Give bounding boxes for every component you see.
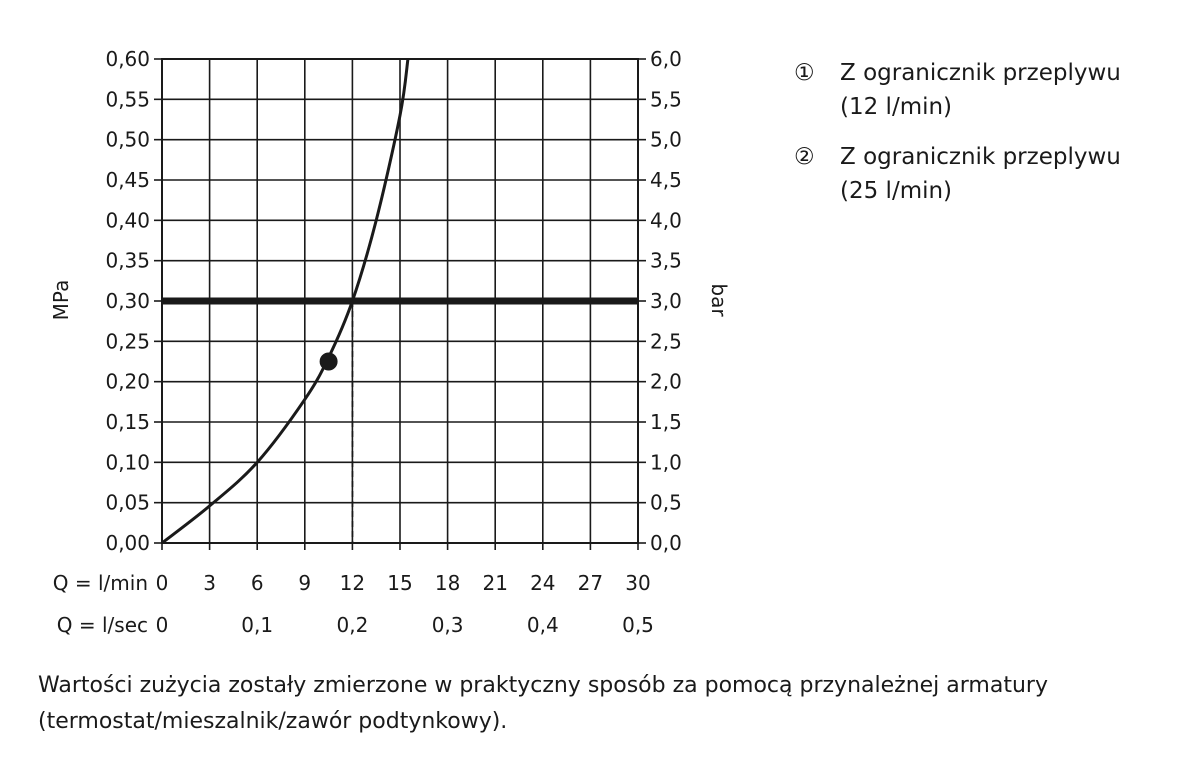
x-tick-label: 0,5 bbox=[622, 613, 654, 637]
data-point-marker bbox=[319, 352, 338, 371]
flow-pressure-chart: 0,000,050,100,150,200,250,300,350,400,45… bbox=[49, 47, 731, 637]
legend-number: ① bbox=[794, 60, 815, 86]
y-tick-label-left: 0,60 bbox=[105, 47, 150, 71]
x-axis-row-label: Q = l/min bbox=[53, 571, 148, 595]
y-axis-label-right: bar bbox=[707, 283, 731, 317]
y-tick-label-right: 3,0 bbox=[650, 289, 682, 313]
x-tick-label: 21 bbox=[482, 571, 507, 595]
y-tick-label-left: 0,40 bbox=[105, 208, 150, 232]
y-tick-label-left: 0,30 bbox=[105, 289, 150, 313]
y-tick-label-left: 0,55 bbox=[105, 87, 150, 111]
y-tick-label-right: 4,5 bbox=[650, 168, 682, 192]
x-tick-label: 12 bbox=[340, 571, 365, 595]
y-tick-label-left: 0,00 bbox=[105, 531, 150, 555]
y-tick-label-right: 5,5 bbox=[650, 87, 682, 111]
y-tick-label-right: 0,0 bbox=[650, 531, 682, 555]
x-tick-label: 15 bbox=[387, 571, 412, 595]
x-tick-label: 0,4 bbox=[527, 613, 559, 637]
x-tick-label: 0 bbox=[156, 571, 169, 595]
y-tick-label-left: 0,45 bbox=[105, 168, 150, 192]
x-tick-label: 3 bbox=[203, 571, 216, 595]
x-tick-label: 30 bbox=[625, 571, 650, 595]
x-axis-ticks: Q = l/min 0 3 6 9 12 15 18 21 24 27 30 Q = l/sec 0 0,1… bbox=[53, 571, 654, 637]
legend-label: Z ogranicznik przeplywu (25 l/min) bbox=[840, 144, 1121, 204]
chart-marks bbox=[161, 58, 638, 545]
y-tick-label-right: 6,0 bbox=[650, 47, 682, 71]
y-tick-label-right: 4,0 bbox=[650, 208, 682, 232]
legend-item: ② Z ogranicznik przeplywu (25 l/min) bbox=[794, 140, 1121, 208]
y-tick-label-left: 0,25 bbox=[105, 329, 150, 353]
legend-number: ② bbox=[794, 144, 815, 170]
y-tick-label-left: 0,15 bbox=[105, 410, 150, 434]
y-axis-label-left: MPa bbox=[49, 280, 73, 321]
y-tick-label-right: 3,5 bbox=[650, 249, 682, 273]
y-tick-label-right: 0,5 bbox=[650, 491, 682, 515]
y-tick-label-right: 2,0 bbox=[650, 370, 682, 394]
x-axis-row-label: Q = l/sec bbox=[57, 613, 148, 637]
y-tick-label-left: 0,35 bbox=[105, 249, 150, 273]
y-tick-label-left: 0,50 bbox=[105, 128, 150, 152]
x-tick-label: 18 bbox=[435, 571, 460, 595]
y-tick-label-right: 2,5 bbox=[650, 329, 682, 353]
y-tick-label-right: 5,0 bbox=[650, 128, 682, 152]
y-tick-label-left: 0,20 bbox=[105, 370, 150, 394]
x-tick-label: 0,1 bbox=[241, 613, 273, 637]
y-tick-label-left: 0,10 bbox=[105, 450, 150, 474]
x-tick-label: 0 bbox=[156, 613, 169, 637]
x-tick-label: 27 bbox=[578, 571, 603, 595]
y-axis-left-ticks: 0,00 0,05 0,10 0,15 0,20 0,25 0,30 0,35 0,40 0,45… bbox=[105, 47, 150, 555]
x-tick-label: 6 bbox=[251, 571, 264, 595]
y-tick-label-right: 1,5 bbox=[650, 410, 682, 434]
legend-label: Z ogranicznik przeplywu (12 l/min) bbox=[840, 60, 1121, 120]
y-tick-label-right: 1,0 bbox=[650, 450, 682, 474]
y-tick-label-left: 0,05 bbox=[105, 491, 150, 515]
y-axis-right-ticks: 0,0 0,5 1,0 1,5 2,0 2,5 3,0 3,5 4,0 4,5 5,0 5,5 6,0 bbox=[650, 47, 682, 555]
legend-item: ① Z ogranicznik przeplywu (12 l/min) bbox=[794, 56, 1121, 124]
footnote: Wartości zużycia zostały zmierzone w pra… bbox=[38, 673, 1048, 734]
x-tick-label: 9 bbox=[298, 571, 311, 595]
x-tick-label: 0,2 bbox=[336, 613, 368, 637]
legend: ① Z ogranicznik przeplywu (12 l/min) ② Z… bbox=[794, 56, 1121, 224]
x-tick-label: 0,3 bbox=[432, 613, 464, 637]
x-tick-label: 24 bbox=[530, 571, 555, 595]
